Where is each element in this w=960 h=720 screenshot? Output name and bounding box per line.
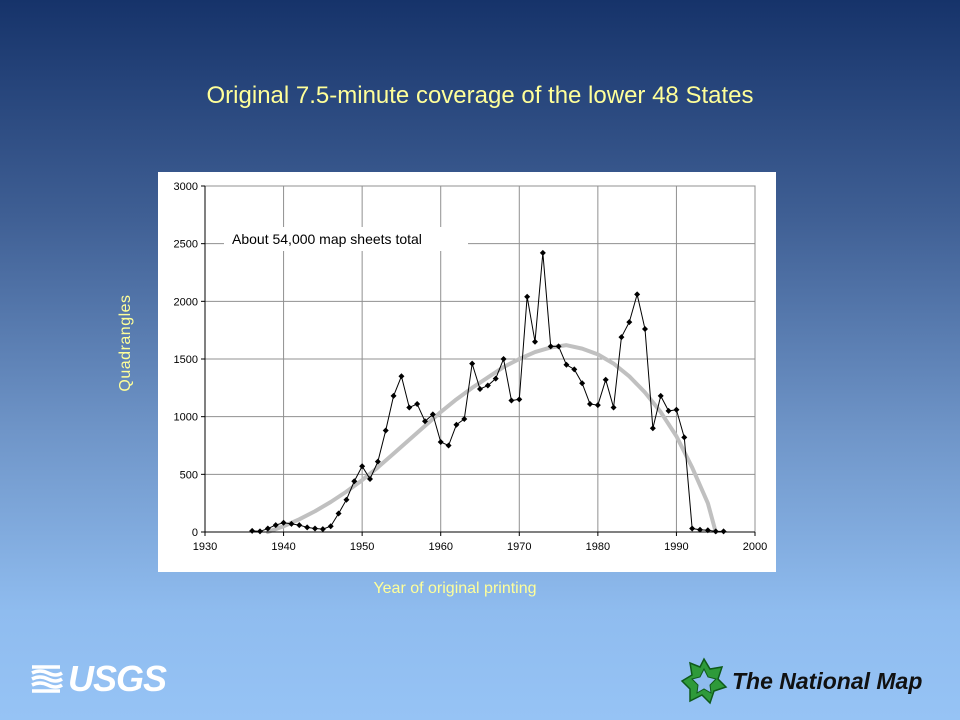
data-point <box>618 334 625 341</box>
data-point <box>359 463 366 470</box>
data-point <box>634 291 641 298</box>
annotation-text: About 54,000 map sheets total <box>232 231 422 247</box>
x-tick-label: 1970 <box>507 541 531 553</box>
data-point <box>398 373 405 380</box>
data-point <box>555 343 562 350</box>
data-point <box>673 406 680 413</box>
national-map-logo: The National Map <box>680 656 922 706</box>
y-tick-label: 500 <box>180 469 198 481</box>
data-point <box>343 496 350 503</box>
data-point <box>563 361 570 368</box>
y-tick-label: 1500 <box>174 354 198 366</box>
data-point <box>524 293 531 300</box>
data-point <box>610 404 617 411</box>
data-point <box>414 400 421 407</box>
data-point <box>532 338 538 345</box>
slide-title: Original 7.5-minute coverage of the lowe… <box>206 82 754 109</box>
data-point <box>516 396 523 403</box>
data-point <box>626 319 633 326</box>
data-point <box>327 523 334 530</box>
x-tick-label: 1990 <box>664 541 688 553</box>
data-point <box>461 415 468 422</box>
data-point <box>484 382 491 389</box>
data-point <box>579 380 586 387</box>
x-tick-label: 1980 <box>586 541 610 553</box>
data-point <box>657 392 664 399</box>
data-point <box>406 404 413 411</box>
y-tick-label: 0 <box>192 527 198 539</box>
data-point <box>500 356 507 362</box>
data-point <box>587 400 593 407</box>
x-tick-label: 1950 <box>350 541 374 553</box>
y-tick-label: 2000 <box>174 296 198 308</box>
y-tick-label: 1000 <box>174 412 198 424</box>
data-point <box>319 526 326 533</box>
data-point <box>642 326 648 333</box>
data-point <box>351 478 358 485</box>
data-point <box>257 528 263 535</box>
data-point <box>681 434 688 441</box>
data-point <box>704 527 711 534</box>
data-point <box>296 522 303 529</box>
x-tick-label: 1960 <box>428 541 452 553</box>
data-point <box>374 458 381 465</box>
data-point <box>422 418 428 425</box>
data-point <box>304 524 311 531</box>
data-point <box>264 525 271 532</box>
usgs-wave-icon <box>31 665 63 693</box>
trend-line <box>265 343 718 534</box>
national-map-logo-text: The National Map <box>732 667 923 694</box>
data-point <box>288 520 295 527</box>
data-point <box>594 402 601 409</box>
data-point <box>437 439 444 446</box>
x-axis-title: Year of original printing <box>373 580 537 597</box>
usgs-logo-text: USGS <box>68 658 167 699</box>
data-point <box>720 528 727 535</box>
data-point <box>571 366 578 373</box>
data-point <box>539 249 546 256</box>
data-point <box>453 421 460 428</box>
data-point <box>508 397 515 404</box>
x-tick-label: 1930 <box>193 541 217 553</box>
line-chart: 0 500 1000 1500 2000 2500 3000 1930 1940 1950 1960… <box>174 181 768 553</box>
data-point <box>712 528 719 535</box>
national-map-emblem-icon <box>680 657 728 705</box>
data-point <box>697 526 703 533</box>
data-point <box>312 525 318 532</box>
data-point <box>367 475 373 482</box>
x-tick-label: 1940 <box>271 541 295 553</box>
data-point <box>280 519 287 526</box>
data-point <box>492 375 499 382</box>
usgs-logo: USGS <box>30 658 167 699</box>
data-point <box>477 385 483 392</box>
data-point <box>390 392 397 399</box>
x-tick-label: 2000 <box>743 541 767 553</box>
data-point <box>382 427 389 434</box>
data-point <box>547 343 554 350</box>
y-tick-label: 3000 <box>174 181 198 193</box>
data-point <box>602 376 609 383</box>
data-point <box>429 411 436 418</box>
data-point <box>445 442 452 449</box>
data-point <box>689 525 696 532</box>
y-tick-label: 2500 <box>174 239 198 251</box>
data-point <box>469 360 476 367</box>
y-axis-title: Quadrangles <box>117 294 134 392</box>
chart-area: 0 500 1000 1500 2000 2500 3000 1930 1940 1950 1960… <box>158 172 776 572</box>
data-point <box>649 425 656 432</box>
data-point <box>272 522 279 529</box>
data-point <box>665 407 672 414</box>
annotation-box <box>224 227 468 251</box>
